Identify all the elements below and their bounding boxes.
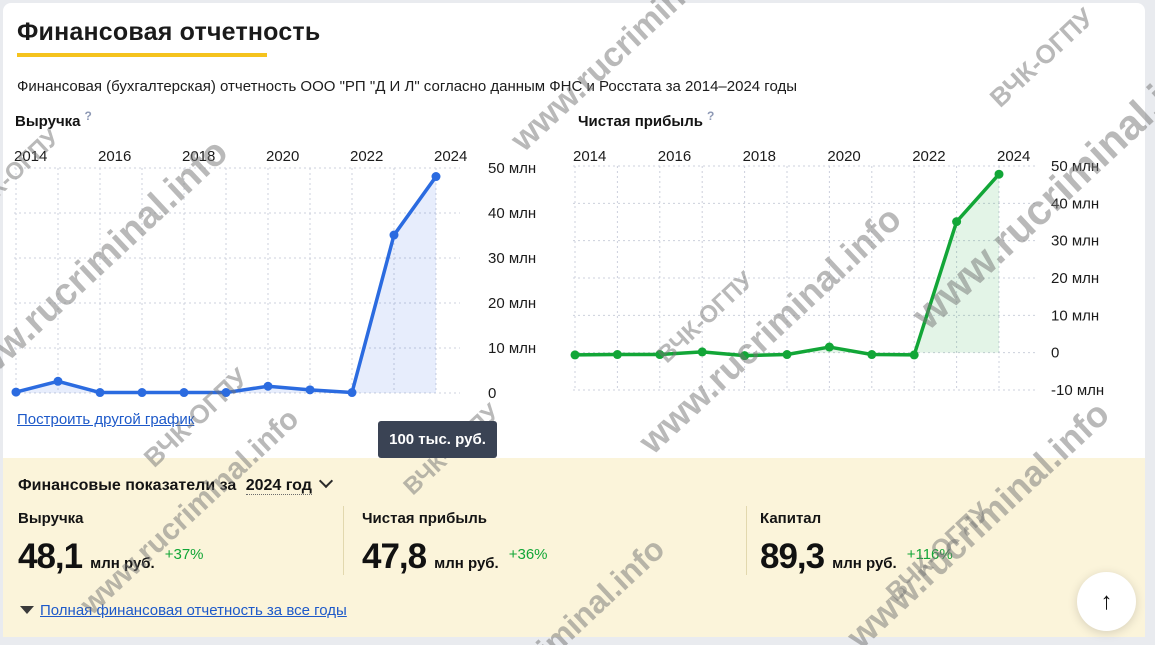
y-tick-label: 50 млн: [1051, 158, 1099, 175]
metric-revenue: Выручка 48,1 млн руб. +37%: [18, 510, 204, 577]
y-tick-label: 0: [1051, 345, 1059, 362]
metric-value: 89,3: [760, 537, 825, 576]
metrics-panel: [3, 458, 1145, 637]
metric-label: Капитал: [760, 510, 822, 527]
divider: [746, 506, 747, 575]
y-tick-label: 10 млн: [1051, 307, 1099, 324]
metric-delta: +37%: [164, 546, 204, 563]
metric-unit: млн руб.: [832, 555, 897, 572]
year-dropdown[interactable]: 2024 год: [245, 477, 312, 495]
data-point: [697, 347, 707, 357]
data-point: [612, 350, 622, 360]
x-tick-label: 2020: [266, 148, 299, 165]
build-chart-link[interactable]: Построить другой график: [17, 411, 195, 428]
metric-capital: Капитал 89,3 млн руб. +116%: [760, 510, 953, 577]
y-tick-label: -10 млн: [1051, 382, 1104, 399]
data-point: [179, 388, 189, 398]
y-tick-label: 30 млн: [1051, 233, 1099, 250]
divider: [343, 506, 344, 575]
data-point: [782, 350, 792, 360]
area-fill: [16, 176, 436, 393]
chart-tooltip: 100 тыс. руб.: [378, 421, 497, 458]
x-tick-label: 2022: [912, 148, 945, 165]
page-title: Финансовая отчетность: [17, 18, 321, 46]
y-tick-label: 30 млн: [488, 250, 536, 267]
data-point: [347, 388, 357, 398]
metric-value: 48,1: [18, 537, 83, 576]
y-tick-label: 10 млн: [488, 340, 536, 357]
y-tick-label: 20 млн: [1051, 270, 1099, 287]
data-point: [11, 387, 21, 397]
revenue-chart[interactable]: 50 млн 40 млн 30 млн 20 млн 10 млн 0 2014 2016 2…: [11, 142, 544, 404]
x-tick-label: 2022: [350, 148, 383, 165]
scroll-to-top-button[interactable]: ↑: [1077, 572, 1136, 631]
full-report-link[interactable]: Полная финансовая отчетность за все годы: [40, 602, 347, 619]
metric-delta: +36%: [508, 546, 548, 563]
x-tick-label: 2016: [658, 148, 691, 165]
data-point: [53, 376, 63, 386]
x-tick-label: 2018: [743, 148, 776, 165]
y-tick-label: 20 млн: [488, 295, 536, 312]
page-subtitle: Финансовая (бухгалтерская) отчетность ОО…: [17, 78, 797, 95]
net-profit-chart[interactable]: 50 млн 40 млн 30 млн 20 млн 10 млн 0 -10 млн 20…: [570, 142, 1118, 404]
data-point: [952, 217, 962, 227]
revenue-chart-title: Выручка?: [15, 109, 92, 130]
y-tick-label: 0: [488, 385, 496, 402]
metric-unit: млн руб.: [434, 555, 499, 572]
metric-net-profit: Чистая прибыль 47,8 млн руб. +36%: [362, 510, 548, 577]
collapse-triangle-icon[interactable]: [20, 606, 34, 614]
data-point: [655, 350, 665, 360]
y-tick-label: 40 млн: [488, 205, 536, 222]
x-tick-label: 2016: [98, 148, 131, 165]
data-point: [221, 388, 231, 398]
data-point: [263, 381, 273, 391]
arrow-up-icon: ↑: [1100, 587, 1113, 615]
data-point: [95, 388, 105, 398]
area-fill: [575, 174, 999, 356]
help-icon[interactable]: ?: [706, 109, 715, 123]
metric-delta: +116%: [906, 546, 953, 563]
x-tick-label: 2024: [434, 148, 467, 165]
x-tick-label: 2020: [827, 148, 860, 165]
help-icon[interactable]: ?: [84, 109, 92, 123]
data-point: [431, 172, 441, 182]
data-point: [994, 169, 1004, 179]
data-point: [740, 351, 750, 361]
data-point: [137, 388, 147, 398]
chevron-down-icon[interactable]: [318, 473, 333, 489]
y-tick-label: 50 млн: [488, 160, 536, 177]
x-tick-label: 2018: [182, 148, 215, 165]
data-point: [824, 342, 834, 352]
x-tick-label: 2014: [14, 148, 47, 165]
metric-unit: млн руб.: [90, 555, 155, 572]
metric-label: Выручка: [18, 510, 84, 527]
metric-label: Чистая прибыль: [362, 510, 487, 527]
data-point: [389, 230, 399, 240]
net-profit-chart-title: Чистая прибыль?: [578, 109, 715, 130]
data-point: [305, 385, 315, 395]
panel-header: Финансовые показатели за 2024 год: [18, 473, 333, 495]
title-accent-bar: [17, 53, 267, 57]
metric-value: 47,8: [362, 537, 427, 576]
data-point: [867, 350, 877, 360]
data-point: [570, 350, 580, 360]
y-tick-label: 40 млн: [1051, 195, 1099, 212]
data-point: [909, 350, 919, 360]
x-tick-label: 2014: [573, 148, 606, 165]
panel-title: Финансовые показатели за: [18, 477, 237, 494]
x-tick-label: 2024: [997, 148, 1030, 165]
